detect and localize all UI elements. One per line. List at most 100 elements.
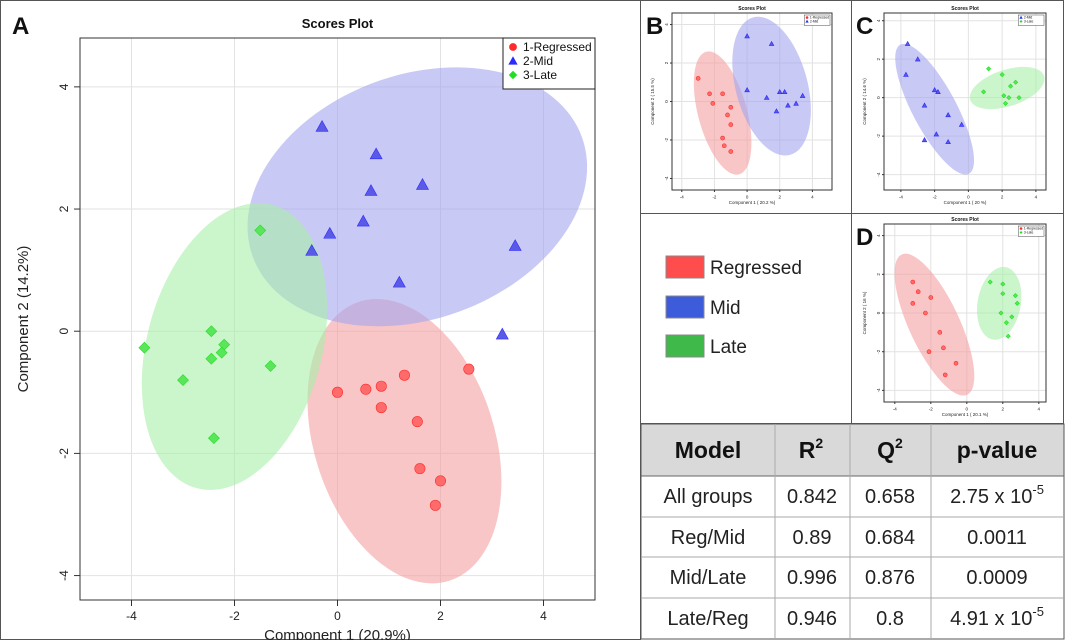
table-cell: 0.0011 — [967, 527, 1027, 549]
series-1-regressed — [910, 279, 959, 378]
x-tick-label: 0 — [967, 195, 970, 200]
confidence-ellipses — [895, 43, 1045, 175]
x-tick-label: -4 — [893, 407, 897, 412]
x-tick-label: -4 — [899, 195, 903, 200]
data-point — [1016, 95, 1022, 101]
legend-entry: 1-Regressed — [523, 40, 592, 54]
y-tick-label: 2 — [664, 61, 669, 64]
group-color-legend: Regressed Mid Late — [665, 255, 802, 358]
data-point — [695, 76, 701, 81]
data-point — [773, 108, 780, 114]
ellipse-2-mid — [895, 43, 975, 175]
data-point — [942, 372, 948, 378]
data-point — [793, 100, 799, 106]
data-point — [463, 363, 475, 375]
data-point — [910, 279, 916, 285]
table-cell: 0.876 — [865, 567, 915, 589]
data-point — [177, 374, 189, 386]
data-point — [744, 33, 750, 39]
y-tick-label: 4 — [876, 19, 881, 22]
data-point — [1001, 93, 1007, 99]
data-point — [508, 239, 522, 251]
legend-frame — [1018, 225, 1045, 237]
data-point — [323, 226, 337, 239]
table-cell: 2.75 x 10-5 — [950, 482, 1044, 508]
scores-plot-d: -4 -2 0 2 4 -4 -2 0 2 4 Scores Plot Component 1 ( 2… — [862, 217, 1047, 417]
data-point — [138, 341, 151, 354]
y-tick-label: -2 — [664, 137, 669, 141]
x-tick-label: 2 — [1001, 195, 1004, 200]
legend-entry: 3-Late — [1024, 20, 1034, 24]
plot-frame — [883, 12, 1047, 191]
chart-title: Scores Plot — [951, 217, 979, 223]
x-axis-label: Component 1 ( 20.2 %) — [729, 200, 776, 205]
data-point — [768, 40, 775, 46]
confidence-ellipses — [693, 16, 811, 175]
data-point — [921, 102, 928, 108]
series-2-mid — [305, 119, 522, 340]
data-point — [710, 101, 716, 106]
y-tick-label: 0 — [664, 100, 669, 103]
data-point — [763, 94, 770, 100]
ellipse-3-late — [969, 66, 1045, 110]
x-tick-label: 4 — [540, 609, 547, 623]
y-tick-label: 0 — [876, 311, 881, 314]
y-tick-label: -4 — [664, 176, 669, 180]
panel-letter-a: A — [12, 13, 29, 40]
data-point — [392, 275, 406, 288]
data-point — [998, 310, 1004, 316]
y-tick-label: 0 — [876, 96, 881, 99]
legend-frame — [1018, 14, 1045, 26]
ellipse-2-mid — [247, 67, 588, 327]
legend-marker — [509, 43, 517, 51]
legend-label-regressed: Regressed — [710, 258, 802, 279]
legend-entry: 2-Mid — [1024, 16, 1033, 20]
legend-swatch-regressed — [665, 255, 705, 279]
data-point — [375, 402, 387, 414]
confidence-ellipses — [894, 253, 1022, 396]
series-2-mid — [903, 40, 965, 145]
data-point — [728, 104, 734, 110]
table-cell: 0.0009 — [966, 567, 1027, 589]
legend-marker — [1019, 227, 1023, 230]
data-point — [945, 112, 951, 118]
table-cell: All groups — [664, 486, 753, 508]
data-point — [364, 184, 378, 196]
x-axis-label: Component 1 ( 20.1 %) — [942, 412, 989, 417]
x-tick-label: -2 — [712, 195, 716, 200]
data-point — [923, 310, 928, 316]
table-cell: 0.996 — [787, 567, 837, 589]
table-cell: Reg/Mid — [671, 527, 745, 549]
x-tick-label: -2 — [933, 195, 937, 200]
legend-marker — [508, 56, 518, 65]
data-point — [728, 149, 734, 154]
chart-title: Scores Plot — [302, 16, 374, 31]
data-point — [1005, 333, 1011, 339]
header-model: Model — [675, 437, 741, 463]
data-point — [921, 137, 928, 143]
data-point — [933, 131, 940, 137]
data-point — [215, 346, 228, 359]
y-axis-label: Component 2 ( 15.5 %) — [650, 78, 655, 125]
legend-entry: 2-Mid — [523, 54, 553, 68]
table-cell: 0.658 — [865, 486, 915, 508]
y-axis-label: Component 2 ( 14.6 %) — [862, 78, 867, 125]
scores-plot-c: -4 -2 0 2 4 -4 -2 0 2 4 Scores Plot Component 1 ( 2… — [862, 6, 1047, 205]
y-tick-label: -4 — [876, 172, 881, 176]
x-tick-label: 2 — [437, 609, 444, 623]
data-point — [434, 475, 446, 487]
data-point — [931, 87, 938, 93]
data-point — [720, 91, 725, 97]
data-point — [1000, 281, 1006, 287]
header-p-value: p-value — [957, 437, 1038, 463]
data-point — [360, 383, 372, 395]
legend-label-mid: Mid — [710, 298, 741, 319]
data-point — [915, 289, 921, 295]
data-point — [785, 102, 791, 108]
table-cell: Late/Reg — [667, 608, 748, 630]
y-tick-label: 2 — [57, 205, 71, 212]
x-tick-label: -2 — [229, 609, 240, 623]
panel-letter-b: B — [646, 13, 663, 40]
data-point — [987, 279, 993, 285]
